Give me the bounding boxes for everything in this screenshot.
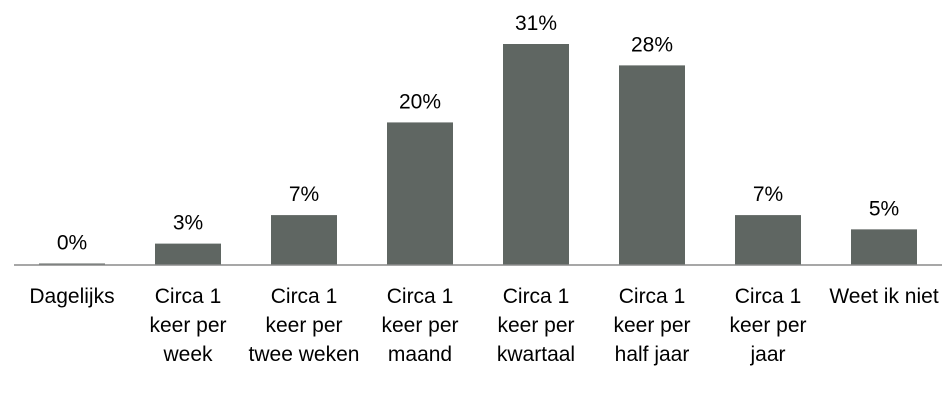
x-tick-label: Circa 1 keer per maand	[381, 285, 459, 366]
bar	[155, 243, 221, 265]
bar	[735, 215, 801, 265]
data-label: 5%	[869, 197, 899, 220]
data-label: 7%	[753, 183, 783, 206]
data-label: 20%	[399, 90, 441, 113]
x-tick-label: Circa 1 keer per week	[149, 285, 227, 366]
data-label: 3%	[173, 212, 203, 235]
bar	[851, 229, 917, 265]
bar	[271, 215, 337, 265]
x-tick-label: Circa 1 keer per twee weken	[248, 285, 360, 366]
bar	[619, 65, 685, 265]
x-tick-label: Circa 1 keer per half jaar	[613, 285, 691, 366]
bar	[503, 44, 569, 265]
x-tick-label: Circa 1 keer per kwartaal	[496, 285, 576, 366]
data-label: 28%	[631, 33, 673, 56]
bar	[387, 122, 453, 265]
x-tick-label: Circa 1 keer per jaar	[729, 285, 807, 366]
data-label: 7%	[289, 183, 319, 206]
x-tick-label: Weet ik niet	[829, 285, 939, 308]
x-tick-label: Dagelijks	[29, 285, 115, 308]
data-label: 31%	[515, 12, 557, 35]
data-label: 0%	[57, 232, 87, 255]
